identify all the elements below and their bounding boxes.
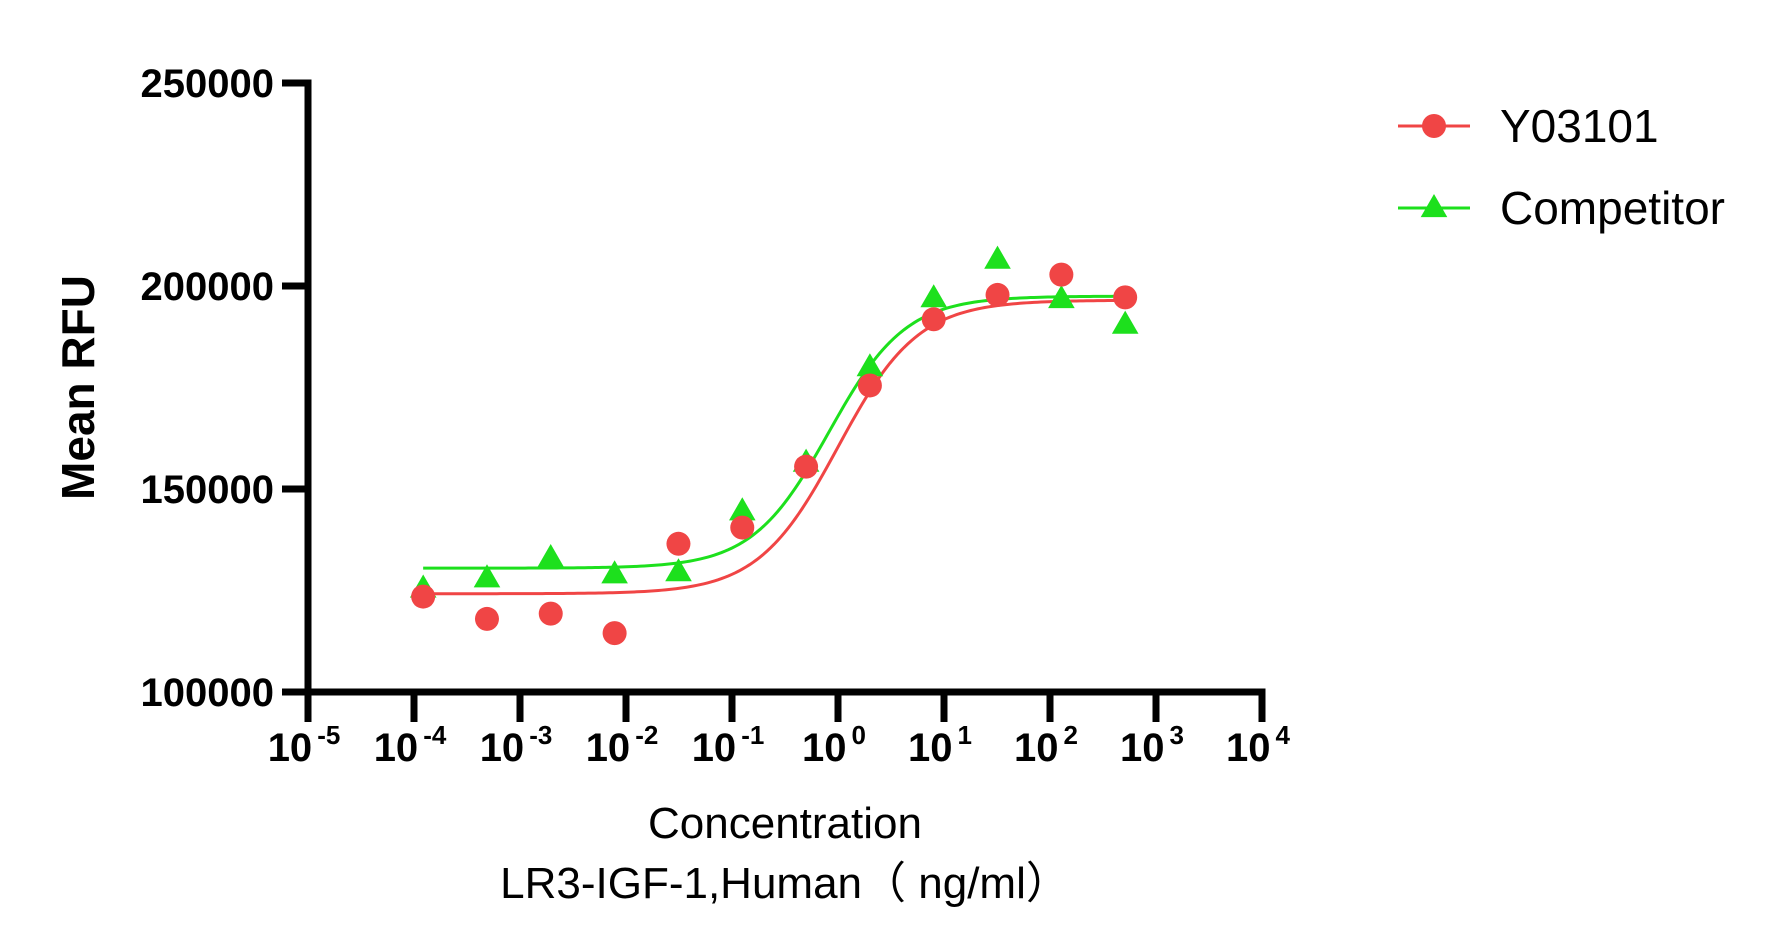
x-tick-exponent: 1 (958, 720, 972, 750)
data-point-circle (985, 282, 1010, 307)
data-point-triangle (473, 564, 501, 588)
x-tick-label: 10 3 (1120, 720, 1184, 770)
x-tick-exponent: -2 (635, 720, 658, 750)
legend-label: Y03101 (1500, 100, 1659, 152)
x-tick-label: 10 -1 (692, 720, 765, 770)
x-tick-exponent: 0 (852, 720, 866, 750)
x-tick-base: 10 (802, 726, 847, 770)
x-tick-exponent: -1 (741, 720, 764, 750)
fit-curve-y03101 (423, 298, 1126, 596)
x-tick-exponent: 2 (1064, 720, 1078, 750)
x-ticks: 10 -5 10 -4 10 -3 10 -2 10 -1 10 0 10 1 10 2 10 3 10 4 (268, 692, 1291, 770)
data-point-circle (857, 373, 882, 398)
x-axis-label: Concentration (648, 799, 922, 848)
x-tick-base: 10 (1120, 726, 1165, 770)
data-point-triangle (665, 558, 692, 582)
data-point-triangle (729, 497, 756, 521)
x-tick-exponent: 3 (1170, 720, 1184, 750)
x-tick-base: 10 (480, 726, 525, 770)
x-axis-label-units: LR3-IGF-1,Human（ ng/ml） (500, 859, 1070, 908)
data-point-triangle (856, 353, 884, 377)
legend-marker (1420, 194, 1448, 218)
data-point-triangle (984, 245, 1011, 269)
chart-axes (304, 79, 1266, 696)
x-tick-label: 10 -4 (374, 720, 447, 770)
data-point-circle (730, 515, 755, 540)
x-tick-label: 10 -5 (268, 720, 341, 770)
x-tick-label: 10 1 (908, 720, 972, 770)
fit-curve-competitor (423, 294, 1126, 570)
legend-entry: Y03101 (1398, 100, 1659, 152)
data-point-circle (666, 531, 691, 556)
data-point-circle (1049, 262, 1074, 287)
x-tick-base: 10 (908, 726, 953, 770)
y-axis-label: Mean RFU (52, 275, 104, 500)
legend-marker (1422, 114, 1446, 138)
y-tick-label: 200000 (141, 265, 274, 309)
x-tick-label: 10 0 (802, 720, 866, 770)
y-ticks: 100000 150000 200000 250000 (141, 62, 308, 715)
x-tick-base: 10 (1014, 726, 1059, 770)
y-tick-label: 150000 (141, 468, 274, 512)
x-tick-exponent: -4 (423, 720, 447, 750)
x-tick-exponent: -3 (529, 720, 552, 750)
y-tick-label: 250000 (141, 62, 274, 106)
data-point-triangle (920, 284, 947, 308)
x-tick-exponent: 4 (1276, 720, 1291, 750)
x-tick-label: 10 4 (1226, 720, 1291, 770)
x-tick-exponent: -5 (317, 720, 340, 750)
legend: Y03101 Competitor (1398, 100, 1725, 234)
data-point-triangle (1048, 285, 1075, 309)
data-point-circle (411, 584, 436, 609)
data-point-triangle (537, 544, 564, 568)
data-point-triangle (1111, 310, 1139, 334)
legend-label: Competitor (1500, 182, 1725, 234)
x-tick-label: 10 -2 (586, 720, 659, 770)
data-point-circle (538, 601, 563, 626)
x-tick-base: 10 (586, 726, 631, 770)
x-tick-base: 10 (374, 726, 419, 770)
data-point-circle (602, 621, 627, 646)
x-tick-label: 10 -3 (480, 720, 553, 770)
data-point-circle (921, 307, 946, 332)
data-points (409, 245, 1139, 646)
data-point-circle (1113, 285, 1138, 310)
x-tick-base: 10 (268, 726, 313, 770)
x-tick-base: 10 (692, 726, 737, 770)
data-point-circle (474, 606, 499, 631)
x-tick-label: 10 2 (1014, 720, 1078, 770)
data-point-triangle (601, 560, 628, 584)
data-point-circle (794, 454, 819, 479)
legend-entry: Competitor (1398, 182, 1725, 234)
y-tick-label: 100000 (141, 671, 274, 715)
x-tick-base: 10 (1226, 726, 1271, 770)
fit-curves (423, 294, 1126, 596)
